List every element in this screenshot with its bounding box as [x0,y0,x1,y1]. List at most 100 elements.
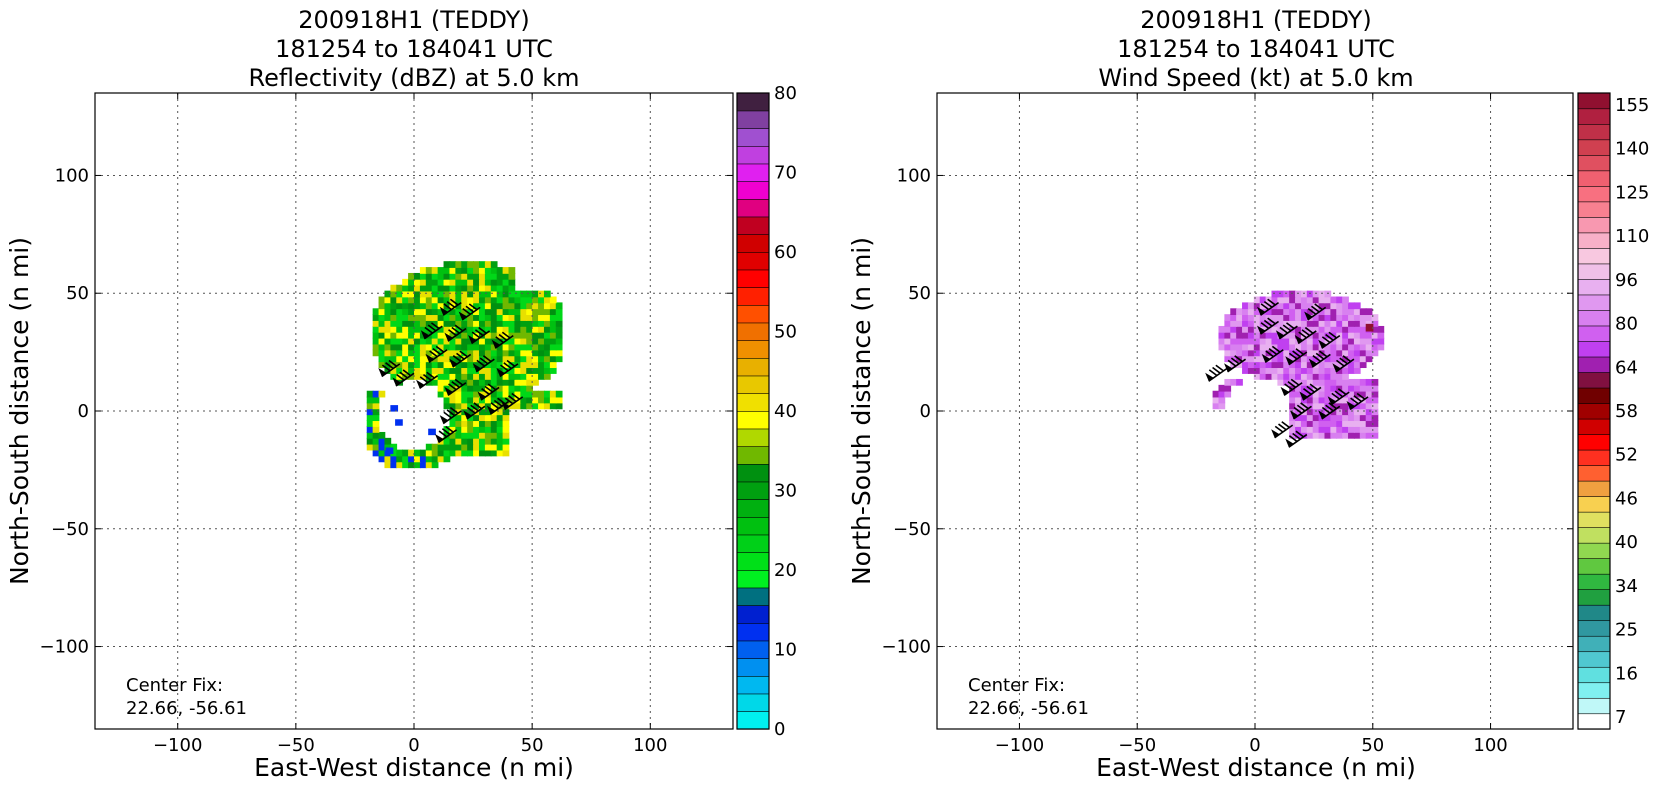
field-cell [502,296,510,304]
colorbar-tick-label: 40 [1615,532,1638,553]
field-cell [1330,367,1338,374]
field-cell [1247,337,1255,345]
field-cell [532,367,539,374]
field-cell [414,302,421,310]
field-cell [431,296,439,304]
field-cell [514,296,522,304]
field-cell [419,314,427,321]
title-line-2: 181254 to 184041 UTC [1117,35,1395,63]
field-cell [538,343,545,351]
field-cell [1353,402,1361,410]
field-cell [1336,349,1343,357]
field-cell [1289,355,1296,363]
wind-barb [472,355,495,373]
field-cell [1353,337,1361,345]
colorbar-bin [1577,123,1611,141]
colorbar-bin [1577,449,1611,466]
field-cell [1300,302,1308,310]
field-cell [449,337,457,345]
field-cell [378,361,386,369]
field-cell [402,290,409,298]
field-cell [555,396,563,404]
field-cell [408,337,415,345]
field-cell [484,437,492,445]
field-cell [543,373,551,380]
field-cell [538,373,545,380]
field-cell [543,314,551,321]
field-cell [490,426,498,433]
field-cell [1353,431,1361,439]
field-cell [538,396,545,404]
field-cell [467,426,474,433]
colorbar-bin [1577,185,1611,203]
colorbar-bin [736,163,770,182]
field-cell [1306,408,1314,416]
field-cell [538,337,545,345]
field-cell [520,396,528,404]
field-cell [496,426,504,433]
center-fix-coords: 22.66, -56.61 [968,698,1089,719]
colorbar-bin [736,622,770,642]
field-cell [1265,331,1273,339]
field-cell [1230,314,1237,321]
field-cell [1259,373,1267,380]
field-cell [443,355,451,363]
field-cell [431,443,439,451]
field-cell [390,308,398,316]
field-cell [396,284,404,292]
field-cell [555,308,563,316]
field-cell [467,367,474,374]
field-cell [1342,402,1349,410]
field-cell [490,373,498,380]
field-cell [1224,320,1232,327]
y-tick-label: 100 [55,165,89,186]
field-cell [467,290,474,298]
field-cell [414,355,421,363]
field-cell [490,396,498,404]
field-cell [384,461,392,469]
field-cell [384,455,392,463]
field-cell [431,455,439,463]
field-cell [461,378,469,386]
colorbar-bin [1577,480,1611,497]
field-cell [543,290,551,298]
colorbar-tick-label: 96 [1615,270,1638,291]
field-cell [443,272,451,280]
field-cell [1353,396,1361,404]
wind-barb [1257,298,1280,316]
field-cell [425,296,433,304]
field-cell [467,414,474,422]
field-cell [526,314,533,321]
field-cell [1242,331,1249,339]
field-cell [414,331,421,339]
field-cell [455,437,463,445]
field-cell [1283,308,1290,316]
field-cell [514,320,522,327]
field-cell [496,443,504,451]
field-cell [1359,314,1367,321]
field-cell [520,373,528,380]
x-tick-label: 100 [1473,735,1507,756]
field-cell [1365,396,1373,404]
colorbar-bin [736,322,770,341]
field-cell [425,278,433,286]
field-cell [484,361,492,369]
field-cell [378,349,386,357]
field-cell [496,325,504,333]
field-cell [1253,349,1261,357]
field-cell [484,367,492,374]
field-cell [1318,384,1326,392]
field-cell [1312,308,1320,316]
field-cell [502,343,510,351]
y-tick-label: −50 [893,519,931,540]
field-cell [1359,320,1367,327]
field-cell [543,302,551,310]
field-cell [467,449,474,457]
field-cell [366,414,374,422]
field-cell [449,308,457,316]
field-cell [1312,337,1320,345]
field-cell [396,343,404,351]
wind-barb [1224,355,1247,373]
field-cell [484,267,492,274]
field-cell [455,267,463,274]
